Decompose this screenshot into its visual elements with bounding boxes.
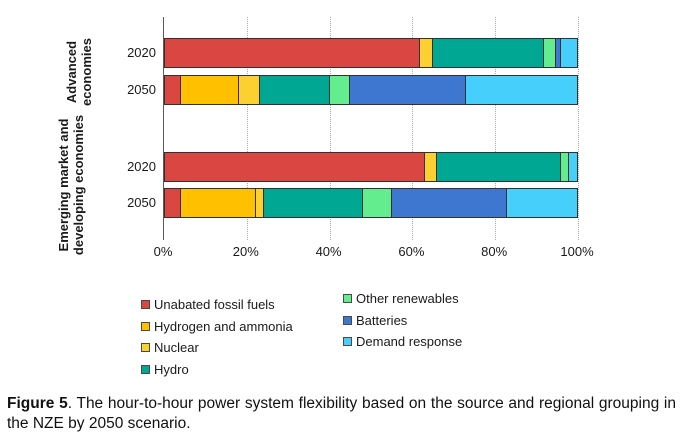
bar-segment <box>391 189 507 217</box>
legend-label: Hydrogen and ammonia <box>154 318 293 334</box>
bar-segment <box>165 153 425 181</box>
legend-label: Unabated fossil fuels <box>154 297 275 313</box>
bar-segment <box>432 39 545 67</box>
bar-segment <box>556 39 561 67</box>
gridline-80% <box>495 17 497 240</box>
x-tick-label: 20% <box>232 244 259 259</box>
bar-segment <box>165 76 182 104</box>
x-tick-label: 100% <box>560 244 594 259</box>
bar-segment <box>420 39 433 67</box>
bar-year-label: 2050 <box>127 82 156 97</box>
bar-segment <box>362 189 392 217</box>
stacked-bar-2050 <box>164 188 578 218</box>
bar-year-label: 2020 <box>127 45 156 60</box>
legend-item: Demand response <box>343 331 462 353</box>
legend-item: Nuclear <box>141 337 293 359</box>
x-tick-label: 60% <box>398 244 425 259</box>
gridline-20% <box>246 17 248 240</box>
bar-year-label: 2020 <box>127 159 156 174</box>
legend-swatch-icon <box>141 300 150 310</box>
bar-segment <box>181 76 240 104</box>
legend-label: Other renewables <box>356 291 459 307</box>
bar-segment <box>465 76 577 104</box>
bar-year-label: 2050 <box>127 195 156 210</box>
figure-caption: Figure 5. The hour-to-hour power system … <box>7 394 676 434</box>
bar-segment <box>568 153 577 181</box>
bar-segment <box>506 189 577 217</box>
stacked-bar-2050 <box>164 75 578 105</box>
legend-item: Batteries <box>343 310 462 332</box>
x-tick-label: 40% <box>315 244 342 259</box>
legend-swatch-icon <box>141 343 150 353</box>
bar-segment <box>259 76 330 104</box>
caption-label: Figure 5 <box>7 395 68 412</box>
legend-swatch-icon <box>343 337 352 347</box>
bar-segment <box>165 189 182 217</box>
bar-segment <box>165 39 421 67</box>
bar-segment <box>350 76 466 104</box>
bar-segment <box>560 39 577 67</box>
plot-area <box>163 17 579 240</box>
group-label-emerging-economies: Emerging market and developing economies <box>56 114 86 256</box>
legend-swatch-icon <box>343 294 352 304</box>
gridline-100% <box>578 17 579 240</box>
bar-segment <box>424 153 437 181</box>
x-tick-label: 0% <box>153 244 173 259</box>
group-label-advanced-economies: Advanced economies <box>64 38 94 106</box>
bar-segment <box>239 76 260 104</box>
legend-swatch-icon <box>141 364 150 374</box>
legend-column-1: Unabated fossil fuels Hydrogen and ammoni… <box>141 294 293 380</box>
bar-segment <box>436 153 561 181</box>
legend-label: Hydro <box>154 361 189 377</box>
bar-segment <box>560 153 569 181</box>
legend-label: Nuclear <box>154 340 199 356</box>
gridline-40% <box>329 17 331 240</box>
bar-segment <box>544 39 557 67</box>
gridline-60% <box>412 17 414 240</box>
legend-item: Unabated fossil fuels <box>141 294 293 316</box>
legend-label: Batteries <box>356 312 408 328</box>
x-axis-tick-labels: 0% 20% 40% 60% 80% 100% <box>154 244 594 260</box>
bar-segment <box>329 76 351 104</box>
legend-item: Hydrogen and ammonia <box>141 316 293 338</box>
legend-swatch-icon <box>343 315 352 325</box>
legend-column-2: Other renewables Batteries Demand response <box>343 288 462 353</box>
x-tick-label: 80% <box>481 244 508 259</box>
legend-item: Other renewables <box>343 288 462 310</box>
legend-label: Demand response <box>356 334 463 350</box>
bar-segment <box>181 189 256 217</box>
bar-segment <box>255 189 264 217</box>
bar-segment <box>263 189 363 217</box>
legend-swatch-icon <box>141 321 150 331</box>
caption-text: . The hour-to-hour power system flexibil… <box>7 395 676 432</box>
stacked-bar-2020 <box>164 152 578 182</box>
stacked-bar-2020 <box>164 38 578 68</box>
legend-item: Hydro <box>141 359 293 381</box>
